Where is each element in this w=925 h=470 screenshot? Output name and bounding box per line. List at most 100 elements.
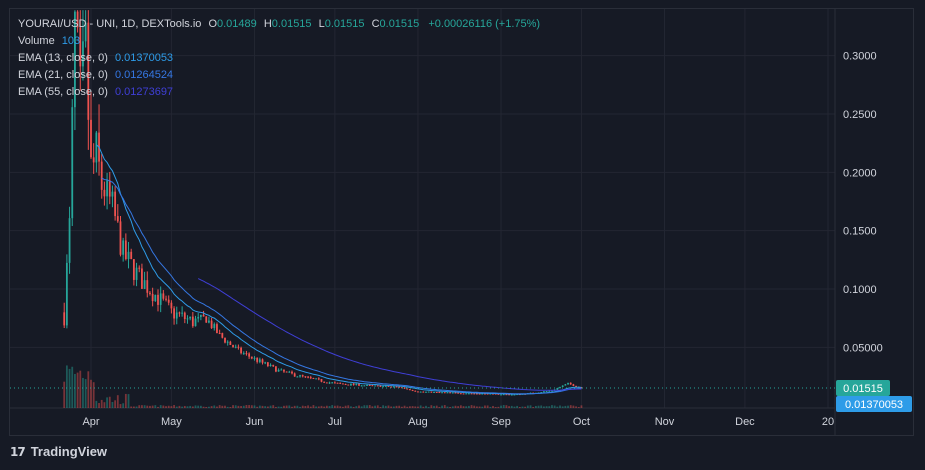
high-value: 0.01515 [271, 18, 312, 30]
volume-bar [63, 381, 66, 408]
candle-body [419, 391, 422, 393]
volume-bar [430, 405, 433, 408]
candle-body [575, 385, 577, 387]
candle-body [285, 371, 288, 373]
volume-bar [221, 405, 224, 408]
candle-body [275, 366, 277, 372]
volume-bar [502, 405, 505, 408]
volume-bar [237, 405, 240, 408]
candle-body [229, 341, 232, 345]
volume-bar [191, 406, 194, 408]
candle-body [256, 357, 259, 362]
candle-body [352, 383, 355, 385]
candle-body [467, 393, 470, 395]
volume-bar [390, 406, 393, 408]
volume-bar [382, 405, 385, 408]
x-axis: Apr May Jun Jul Aug Sep Oct Nov Dec 20 [82, 416, 834, 428]
volume-bar [481, 406, 484, 408]
volume-bar [159, 405, 162, 408]
volume-bar [486, 405, 489, 408]
volume-bar [328, 405, 331, 408]
x-tick-label: Aug [408, 416, 428, 428]
candle-body [218, 333, 221, 335]
volume-bar [325, 405, 328, 408]
volume-bar [462, 406, 465, 408]
candle-body [299, 375, 301, 377]
candle-body [162, 293, 165, 299]
volume-bar [524, 406, 527, 408]
volume-bar [189, 405, 192, 408]
volume-bar [551, 405, 553, 408]
candle-body [234, 346, 237, 348]
volume-bar [154, 405, 157, 408]
legend-volume-row[interactable]: Volume 103 [18, 33, 540, 50]
volume-bar [411, 406, 414, 408]
volume-bar [135, 406, 138, 408]
candle-body [478, 393, 481, 395]
volume-bar [317, 406, 320, 408]
volume-bar [505, 405, 508, 408]
volume-bar [433, 405, 435, 408]
candle-body [392, 386, 395, 388]
change-value: +0.00026116 (+1.75%) [428, 18, 541, 30]
candle-body [245, 353, 248, 355]
volume-bar [532, 406, 535, 408]
volume-bar [529, 405, 532, 408]
tradingview-footer[interactable]: 17 TradingView [10, 444, 107, 459]
candle-body [387, 385, 390, 387]
candle-body [363, 385, 366, 387]
volume-bar [127, 394, 130, 408]
candle-body [226, 341, 229, 343]
candle-body [210, 320, 213, 329]
volume-bar [312, 405, 315, 408]
volume-bar [425, 405, 427, 408]
candle-body [384, 385, 387, 387]
volume-bar [492, 405, 494, 408]
tradingview-brand: TradingView [30, 444, 108, 459]
volume-bar [122, 403, 125, 408]
candle-body [301, 375, 304, 377]
candle-body [459, 393, 462, 395]
candle-body [336, 382, 339, 384]
candle-body [543, 391, 545, 393]
candle-body [374, 385, 376, 387]
candle-body [277, 369, 280, 372]
candle-body [540, 392, 543, 394]
legend-ema21-row[interactable]: EMA (21, close, 0) 0.01264524 [18, 67, 540, 84]
volume-bar [275, 406, 277, 408]
candle-body [189, 316, 192, 319]
candle-body [398, 386, 401, 388]
candle-body [272, 364, 275, 367]
candle-body [567, 382, 569, 385]
volume-bar [266, 406, 269, 408]
candle-body [368, 384, 371, 386]
candle-body [269, 364, 272, 366]
volume-bar [526, 405, 529, 408]
volume-bar [438, 406, 441, 408]
x-tick-label: Jul [328, 416, 342, 428]
volume-bar [443, 405, 446, 408]
y-tick-label: 0.2000 [843, 167, 877, 179]
candle-body [435, 391, 438, 393]
candle-body [465, 393, 468, 395]
volume-bar [98, 403, 100, 408]
volume-bar [111, 401, 114, 408]
volume-bar [157, 406, 159, 408]
volume-bar [87, 371, 90, 408]
volume-bar [446, 406, 449, 408]
close-value: 0.01515 [379, 18, 420, 30]
candle-body [494, 393, 497, 395]
legend-ema13-row[interactable]: EMA (13, close, 0) 0.01370053 [18, 50, 540, 67]
legend-ema55-row[interactable]: EMA (55, close, 0) 0.01273697 [18, 84, 540, 101]
volume-bar [170, 406, 173, 408]
volume-bar [368, 405, 371, 408]
volume-bar [130, 406, 133, 408]
volume-bar [422, 406, 425, 408]
current-price-tag [836, 379, 890, 396]
volume-bar [114, 400, 117, 408]
volume-bar [376, 405, 379, 408]
volume-bar [285, 405, 288, 408]
candle-body [167, 299, 170, 303]
candle-body [122, 240, 125, 255]
